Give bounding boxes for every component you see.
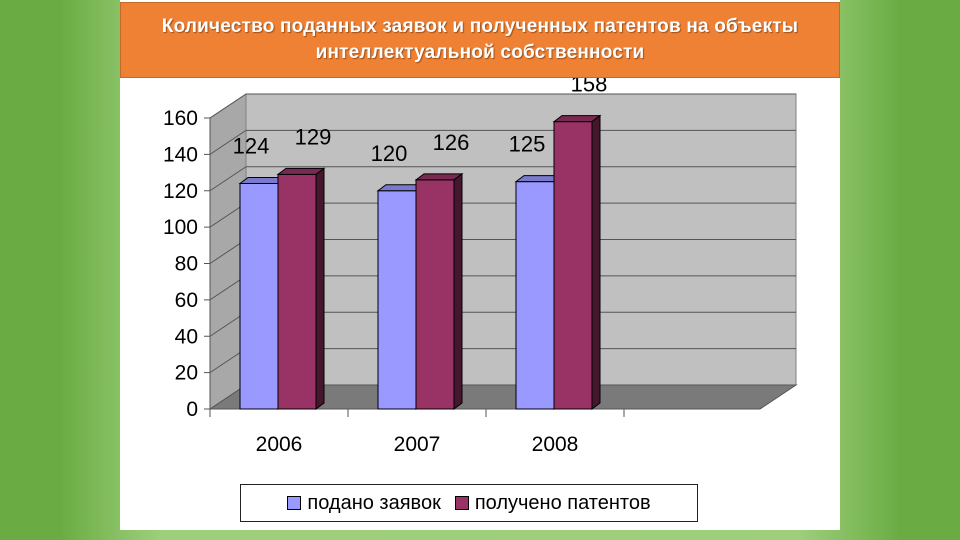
chart-bars xyxy=(238,114,602,410)
data-labels: 124 129 120 126 125 158 xyxy=(233,78,608,166)
legend-swatch-patents xyxy=(454,496,469,510)
bar-2007-series-1-side xyxy=(453,172,463,410)
chart-legend: подано заявок получено патентов xyxy=(240,484,698,522)
x-tick-label: 2008 xyxy=(532,433,579,456)
gridline-side xyxy=(209,93,247,119)
data-label: 158 xyxy=(571,78,608,97)
x-tick-labels: 2006 2007 2008 xyxy=(256,433,579,456)
legend-label-patents: получено патентов xyxy=(474,491,651,514)
bar-2008-series-1-side xyxy=(591,114,601,410)
y-tick-label: 40 xyxy=(175,325,198,348)
data-label: 124 xyxy=(233,133,270,158)
data-label: 129 xyxy=(295,124,332,149)
y-tick-label: 80 xyxy=(175,253,198,276)
gridline-side xyxy=(209,166,247,192)
x-tick-label: 2006 xyxy=(256,433,303,456)
bar-2007-series-1 xyxy=(415,179,455,410)
legend-label-applications: подано заявок xyxy=(307,491,441,514)
y-tick-label: 60 xyxy=(175,289,198,312)
legend-item-patents: получено патентов xyxy=(454,491,651,515)
title-bar: Количество поданных заявок и полученных … xyxy=(120,2,840,78)
y-tick-label: 0 xyxy=(186,398,198,421)
bar-2006-series-1-side xyxy=(315,167,325,410)
data-label: 126 xyxy=(433,130,470,155)
bar-2006-series-0 xyxy=(239,182,279,410)
y-tick-label: 100 xyxy=(163,216,198,239)
data-label: 125 xyxy=(509,132,546,157)
bar-2008-series-0 xyxy=(515,181,555,410)
legend-swatch-applications xyxy=(287,496,302,510)
y-tick-label: 140 xyxy=(163,143,198,166)
legend-item-applications: подано заявок xyxy=(287,491,441,515)
y-tick-label: 120 xyxy=(163,180,198,203)
y-tick-label: 20 xyxy=(175,362,198,385)
bar-2008-series-1 xyxy=(553,121,593,410)
bar-2006-series-1 xyxy=(277,173,317,410)
chart-title: Количество поданных заявок и полученных … xyxy=(161,16,799,63)
gridline-side xyxy=(209,129,247,155)
data-label: 120 xyxy=(371,141,408,166)
y-tick-labels: 0 20 40 60 80 100 120 140 160 xyxy=(163,107,198,421)
y-tick-label: 160 xyxy=(163,107,198,130)
x-tick-label: 2007 xyxy=(394,433,441,456)
bar-2007-series-0 xyxy=(377,190,417,410)
